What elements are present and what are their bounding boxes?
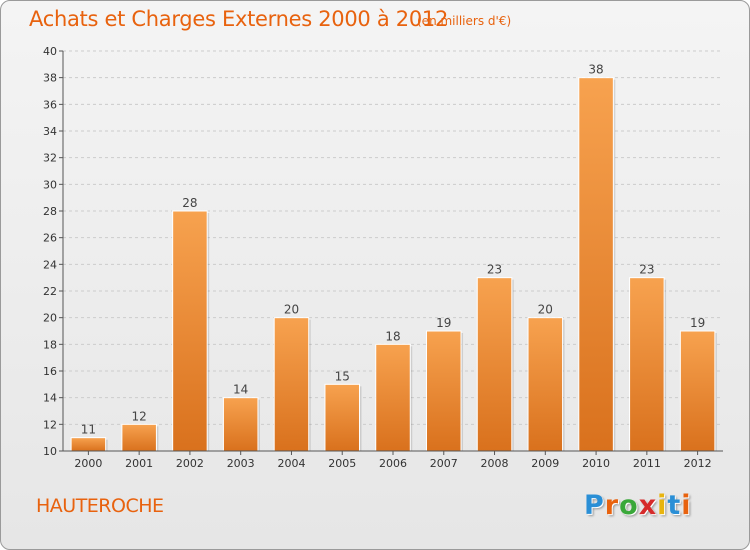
x-tick-label: 2005 <box>328 457 356 470</box>
bar <box>324 383 360 452</box>
x-tick-label: 2006 <box>379 457 407 470</box>
x-tick-label: 2004 <box>277 457 305 470</box>
logo-letter: i <box>681 490 692 521</box>
x-tick-label: 2007 <box>430 457 458 470</box>
bar-value-label: 20 <box>284 303 299 317</box>
x-tick-label: 2011 <box>633 457 661 470</box>
bar-value-label: 15 <box>335 369 350 383</box>
chart-subtitle: (en milliers d'€) <box>417 14 512 28</box>
x-tick-label: 2002 <box>176 457 204 470</box>
logo-letter: t <box>667 490 682 521</box>
y-tick-label: 22 <box>43 285 57 298</box>
chart-title: Achats et Charges Externes 2000 à 2012 <box>29 7 449 31</box>
y-tick-label: 24 <box>43 258 57 271</box>
bar <box>172 210 208 452</box>
y-tick-label: 26 <box>43 232 57 245</box>
x-tick-label: 2009 <box>531 457 559 470</box>
bar-value-label: 18 <box>385 329 400 343</box>
bar-value-label: 19 <box>690 316 705 330</box>
y-tick-label: 14 <box>43 392 57 405</box>
bar-value-label: 20 <box>538 303 553 317</box>
bar <box>476 277 513 452</box>
x-tick-label: 2003 <box>227 457 255 470</box>
axes: 10 12 14 16 18 20 22 24 26 28 30 32 34 36 38 40 2000 2001… <box>43 45 723 470</box>
y-tick-label: 28 <box>43 205 57 218</box>
logo-letter: i <box>657 490 668 521</box>
bar <box>426 330 462 452</box>
bar <box>679 330 716 452</box>
y-tick-label: 20 <box>43 312 57 325</box>
logo-letter: P <box>584 490 605 521</box>
proxiti-logo[interactable]: Proxiti <box>584 490 692 521</box>
y-tick-label: 16 <box>43 365 57 378</box>
bar-value-label: 19 <box>436 316 451 330</box>
y-tick-label: 40 <box>43 45 57 58</box>
x-tick-label: 2010 <box>582 457 610 470</box>
bar <box>121 423 157 452</box>
bar-value-label: 23 <box>639 263 654 277</box>
place-name: HAUTEROCHE <box>36 495 164 517</box>
bar <box>527 317 564 452</box>
y-tick-label: 12 <box>43 418 57 431</box>
bar <box>578 77 614 452</box>
logo-letter: o <box>619 490 639 521</box>
bar-value-label: 14 <box>233 383 248 397</box>
logo-letter: x <box>638 490 658 521</box>
y-tick-label: 10 <box>43 445 57 458</box>
bar <box>273 317 310 452</box>
bar-value-label: 23 <box>487 263 502 277</box>
bar-value-label: 11 <box>81 423 96 437</box>
bar <box>70 437 107 452</box>
bar-value-label: 12 <box>132 409 147 423</box>
y-tick-label: 38 <box>43 72 57 85</box>
bar-value-label: 38 <box>588 63 603 77</box>
y-tick-label: 32 <box>43 152 57 165</box>
x-tick-label: 2008 <box>481 457 509 470</box>
bar <box>375 343 411 452</box>
bars: 11 12 28 14 20 15 18 19 23 20 38 23 19 <box>70 63 717 452</box>
y-tick-label: 34 <box>43 125 57 138</box>
bar <box>222 397 259 452</box>
x-tick-label: 2012 <box>684 457 712 470</box>
bar-value-label: 28 <box>182 196 197 210</box>
y-tick-label: 18 <box>43 338 57 351</box>
y-tick-label: 36 <box>43 98 57 111</box>
bar <box>629 277 665 452</box>
y-tick-label: 30 <box>43 178 57 191</box>
logo-letter: r <box>604 490 620 521</box>
x-tick-label: 2001 <box>125 457 153 470</box>
x-tick-label: 2000 <box>74 457 102 470</box>
